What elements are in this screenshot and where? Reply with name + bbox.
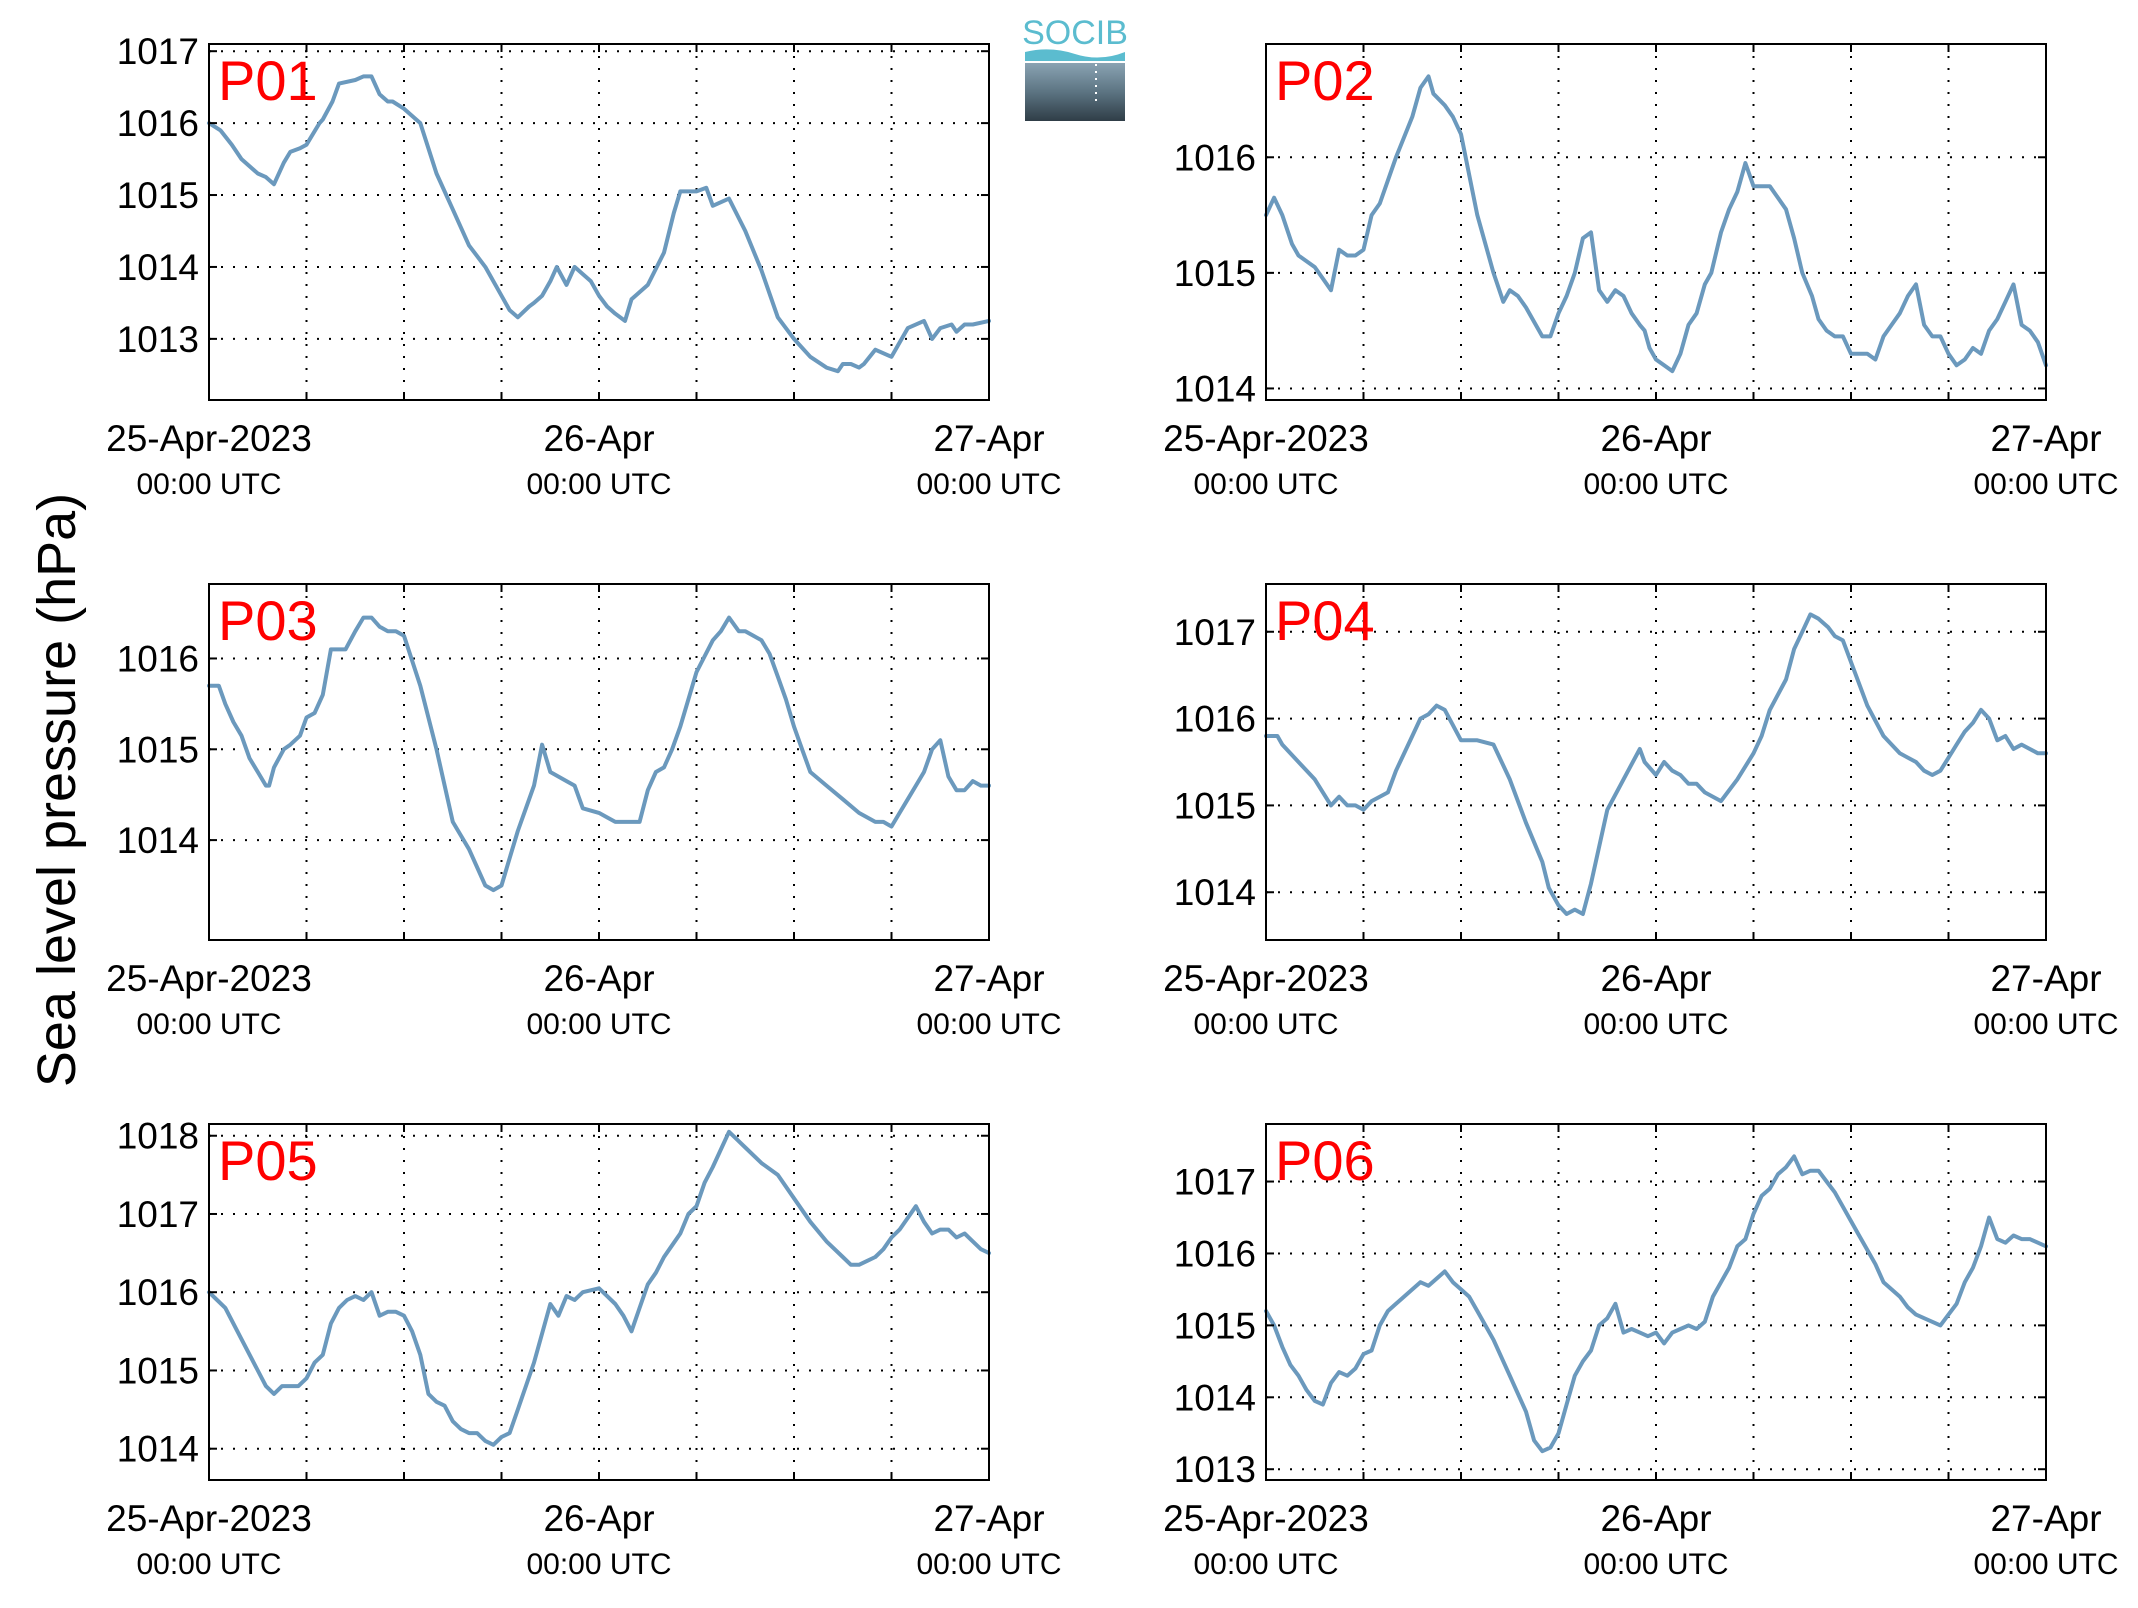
panel-label: P02 [1275, 49, 1375, 112]
panel-label: P01 [218, 49, 318, 112]
x-tick-label: 26-Apr [543, 1498, 654, 1539]
x-tick-label: 25-Apr-2023 [1163, 958, 1369, 999]
x-tick-sublabel: 00:00 UTC [916, 1548, 1061, 1581]
y-tick-label: 1013 [1174, 1449, 1256, 1490]
panel-p02: 1014 1015 1016 25-Apr-2023 00:00 UTC 26-Apr 00… [1163, 44, 2118, 501]
y-tick-label: 1017 [1174, 612, 1256, 653]
x-tick-label: 25-Apr-2023 [106, 958, 312, 999]
panel-p03: 1014 1015 1016 25-Apr-2023 00:00 UTC 26-Apr 00… [106, 584, 1061, 1041]
y-tick-label: 1015 [1174, 253, 1256, 294]
panel-p04: 1014 1015 1016 1017 25-Apr-2023 00:00 UTC 26-A… [1163, 584, 2118, 1041]
x-tick-sublabel: 00:00 UTC [136, 468, 281, 501]
axes-frame [209, 44, 989, 400]
panel-p06: 1013 1014 1015 1016 1017 25-Apr-2023 00:00 UTC… [1163, 1124, 2118, 1581]
series-line [209, 76, 989, 371]
x-tick-label: 25-Apr-2023 [1163, 1498, 1369, 1539]
x-tick-sublabel: 00:00 UTC [1583, 1548, 1728, 1581]
axes-frame [1266, 584, 2046, 940]
x-tick-sublabel: 00:00 UTC [916, 1008, 1061, 1041]
x-tick-label: 25-Apr-2023 [1163, 418, 1369, 459]
panel-label: P06 [1275, 1129, 1375, 1192]
y-tick-label: 1016 [1174, 137, 1256, 178]
x-tick-sublabel: 00:00 UTC [1973, 468, 2118, 501]
panel-p01: 1013 1014 1015 1016 1017 25-Apr-2023 00:00 UTC… [106, 31, 1061, 501]
x-tick-label: 27-Apr [1990, 418, 2101, 459]
y-tick-label: 1015 [1174, 1305, 1256, 1346]
x-tick-sublabel: 00:00 UTC [136, 1548, 281, 1581]
y-tick-label: 1018 [117, 1116, 199, 1157]
x-tick-sublabel: 00:00 UTC [1973, 1008, 2118, 1041]
y-tick-label: 1017 [1174, 1162, 1256, 1203]
x-tick-label: 26-Apr [1600, 418, 1711, 459]
y-tick-label: 1014 [1174, 872, 1256, 913]
x-tick-label: 26-Apr [1600, 1498, 1711, 1539]
axes-frame [209, 1124, 989, 1480]
y-tick-label: 1014 [1174, 1377, 1256, 1418]
series-line [1266, 1156, 2046, 1451]
x-tick-label: 26-Apr [543, 418, 654, 459]
y-tick-label: 1015 [1174, 785, 1256, 826]
x-tick-sublabel: 00:00 UTC [1193, 1548, 1338, 1581]
y-tick-label: 1016 [1174, 699, 1256, 740]
x-tick-label: 27-Apr [1990, 1498, 2101, 1539]
y-tick-label: 1017 [117, 31, 199, 72]
x-tick-sublabel: 00:00 UTC [1973, 1548, 2118, 1581]
x-tick-sublabel: 00:00 UTC [1193, 468, 1338, 501]
panel-p05: 1014 1015 1016 1017 1018 25-Apr-2023 00:00 UTC… [106, 1116, 1061, 1581]
series-line [1266, 76, 2046, 371]
x-tick-label: 27-Apr [933, 418, 1044, 459]
panel-label: P05 [218, 1129, 318, 1192]
x-tick-sublabel: 00:00 UTC [526, 468, 671, 501]
y-tick-label: 1016 [117, 1272, 199, 1313]
x-tick-sublabel: 00:00 UTC [1583, 468, 1728, 501]
y-tick-label: 1015 [117, 175, 199, 216]
y-tick-label: 1015 [117, 1350, 199, 1391]
x-tick-label: 25-Apr-2023 [106, 418, 312, 459]
x-tick-sublabel: 00:00 UTC [526, 1548, 671, 1581]
axes-frame [1266, 44, 2046, 400]
y-tick-label: 1015 [117, 729, 199, 770]
x-tick-label: 27-Apr [933, 958, 1044, 999]
series-line [209, 1132, 989, 1445]
axes-frame [1266, 1124, 2046, 1480]
y-tick-label: 1014 [117, 1429, 199, 1470]
socib-logo-text: SOCIB [1022, 14, 1128, 52]
x-tick-sublabel: 00:00 UTC [526, 1008, 671, 1041]
y-tick-label: 1016 [117, 103, 199, 144]
axes-frame [209, 584, 989, 940]
y-tick-label: 1016 [117, 638, 199, 679]
x-tick-label: 26-Apr [1600, 958, 1711, 999]
x-tick-sublabel: 00:00 UTC [1193, 1008, 1338, 1041]
y-tick-label: 1016 [1174, 1233, 1256, 1274]
x-tick-label: 26-Apr [543, 958, 654, 999]
x-tick-label: 25-Apr-2023 [106, 1498, 312, 1539]
y-tick-label: 1014 [1174, 368, 1256, 409]
socib-logo-block [1025, 63, 1125, 121]
x-tick-label: 27-Apr [933, 1498, 1044, 1539]
panel-label: P03 [218, 589, 318, 652]
x-tick-sublabel: 00:00 UTC [1583, 1008, 1728, 1041]
x-tick-label: 27-Apr [1990, 958, 2101, 999]
panel-label: P04 [1275, 589, 1375, 652]
x-tick-sublabel: 00:00 UTC [136, 1008, 281, 1041]
y-tick-label: 1014 [117, 247, 199, 288]
y-axis-label: Sea level pressure (hPa) [27, 493, 87, 1087]
x-tick-sublabel: 00:00 UTC [916, 468, 1061, 501]
socib-logo: SOCIB [1022, 14, 1128, 121]
y-tick-label: 1014 [117, 820, 199, 861]
y-tick-label: 1013 [117, 319, 199, 360]
y-tick-label: 1017 [117, 1194, 199, 1235]
